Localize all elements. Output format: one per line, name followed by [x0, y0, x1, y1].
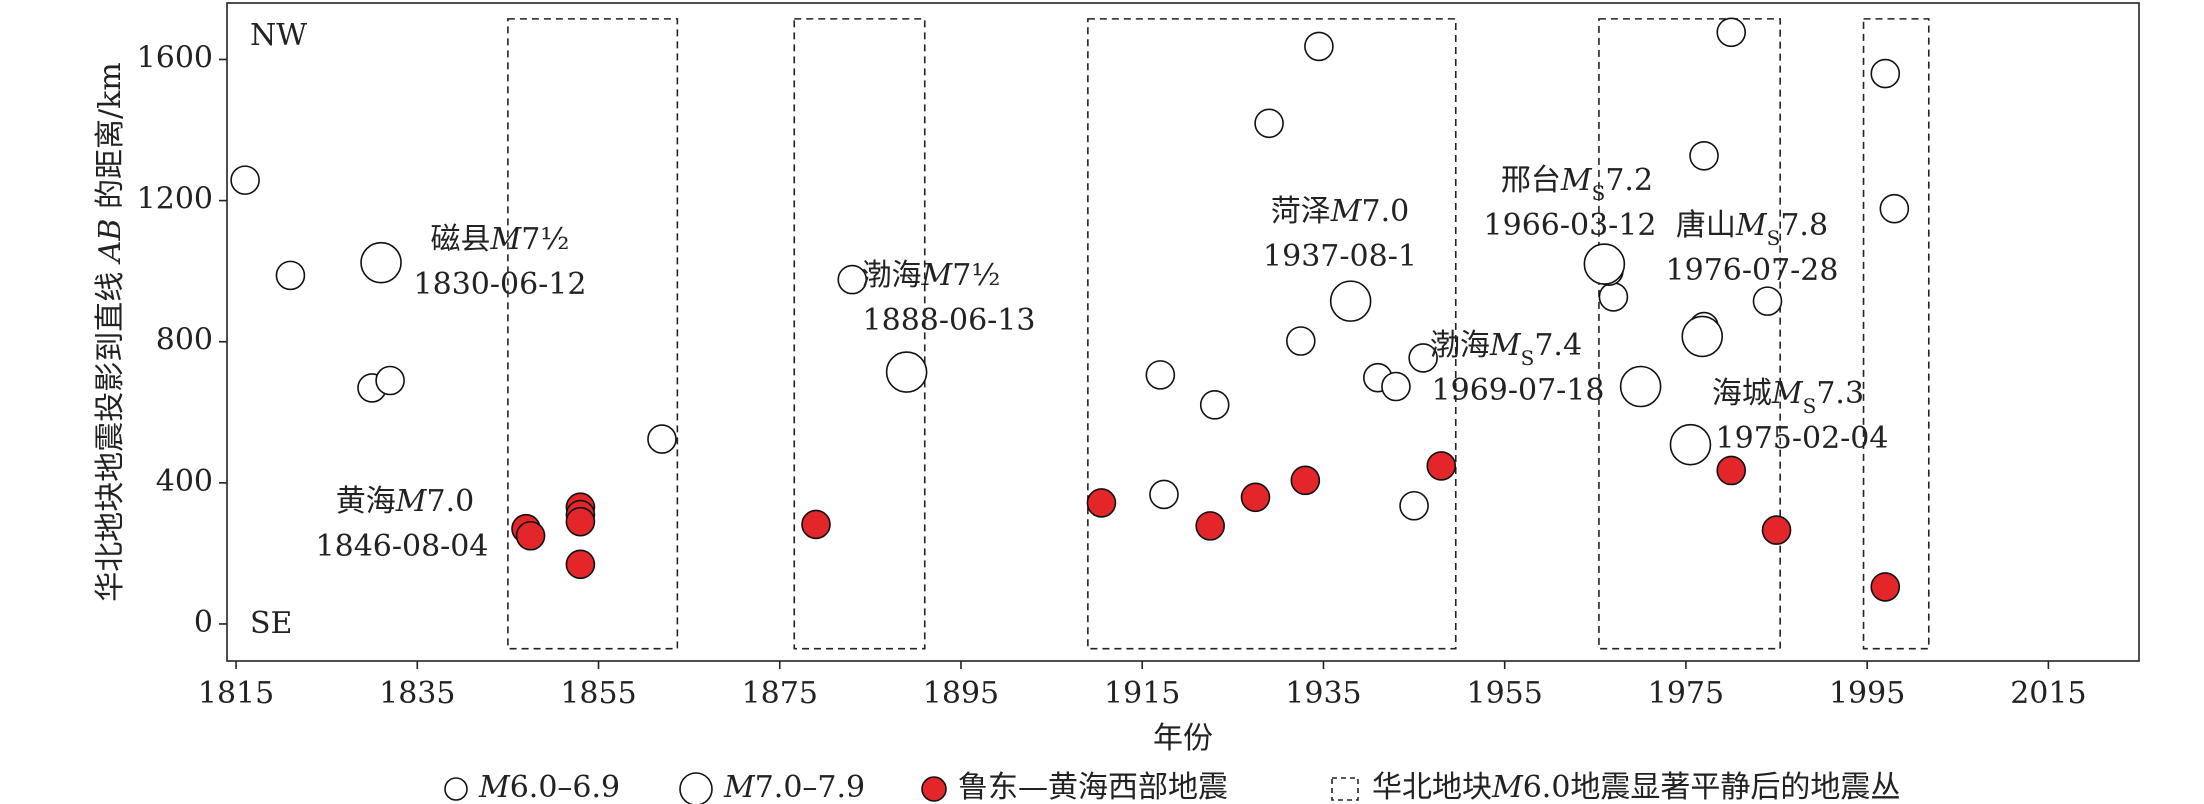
- point: [1399, 490, 1429, 521]
- point: [565, 549, 596, 580]
- point: [1381, 371, 1411, 402]
- annotation-label: 菏泽M7.0: [1271, 194, 1409, 229]
- annotation-date: 1976-07-28: [1666, 253, 1839, 288]
- y-tick-label: 0: [194, 605, 213, 640]
- legend-marker: [444, 777, 468, 801]
- cluster-box: [1598, 18, 1781, 650]
- x-tick-label: 1995: [1829, 676, 1905, 711]
- cluster-box: [507, 18, 679, 650]
- point: [1199, 390, 1230, 420]
- point: [1870, 572, 1901, 602]
- point: [837, 264, 868, 295]
- y-axis-label: 华北地块地震投影到直线 AB 的距离/km: [93, 62, 128, 602]
- x-tick-label: 1895: [923, 676, 999, 711]
- cluster-box: [1087, 18, 1457, 650]
- x-tick-label: 2015: [2010, 676, 2086, 711]
- point: [1086, 488, 1117, 518]
- point: [375, 365, 405, 396]
- x-tick-label: 1835: [379, 676, 455, 711]
- point: [1195, 511, 1225, 541]
- point: [1408, 343, 1438, 373]
- point: [1583, 243, 1626, 285]
- point: [1669, 423, 1712, 466]
- legend-marker: [679, 772, 713, 804]
- x-tick-label: 1875: [742, 676, 818, 711]
- annotation-date: 1830-06-12: [414, 267, 587, 302]
- x-tick-label: 1815: [198, 676, 274, 711]
- point: [515, 520, 546, 551]
- corner-label: SE: [250, 606, 292, 641]
- x-tick-label: 1935: [1285, 676, 1361, 711]
- x-tick-label: 1915: [1104, 676, 1180, 711]
- point: [1254, 108, 1284, 139]
- cluster-box: [1862, 18, 1930, 650]
- point: [1619, 365, 1662, 408]
- point: [1752, 286, 1783, 316]
- y-tick-label: 800: [156, 323, 213, 358]
- point: [1145, 360, 1176, 390]
- point: [1879, 193, 1910, 224]
- annotation-date: 1888-06-13: [863, 303, 1036, 338]
- point: [1716, 455, 1747, 486]
- legend-marker: [921, 776, 947, 802]
- y-tick-label: 1200: [137, 182, 213, 217]
- point: [275, 260, 306, 291]
- annotation-date: 1846-08-04: [316, 529, 489, 564]
- annotation-label: 黄海M7.0: [336, 484, 474, 519]
- point: [1240, 482, 1271, 513]
- x-tick-label: 1855: [560, 676, 636, 711]
- point: [1689, 140, 1719, 171]
- x-tick-label: 1975: [1648, 676, 1724, 711]
- point: [1329, 280, 1372, 322]
- annotation-label: 唐山MS​7.8: [1676, 208, 1828, 250]
- point: [1149, 479, 1179, 510]
- point: [647, 424, 677, 454]
- point: [885, 351, 928, 393]
- annotation-label: 渤海MS​7.4: [1430, 328, 1582, 370]
- legend-label: 鲁东—黄海西部地震: [958, 770, 1228, 804]
- annotation-label: 海城MS​7.3: [1712, 376, 1864, 418]
- point: [1598, 282, 1629, 312]
- point: [1870, 58, 1901, 89]
- y-tick-label: 1600: [137, 40, 213, 75]
- legend-label: 华北地块M6.0地震显著平静后的地震丛: [1372, 770, 1900, 804]
- legend-label: M6.0–6.9: [478, 770, 620, 804]
- legend-label: M7.0–7.9: [723, 770, 865, 804]
- annotation-date: 1969-07-18: [1432, 373, 1605, 408]
- cluster-box: [793, 18, 926, 650]
- annotation-label: 邢台MS​7.2: [1501, 163, 1653, 205]
- annotation-label: 渤海M7½: [862, 258, 1001, 293]
- annotation-date: 1966-03-12: [1484, 208, 1657, 243]
- point: [1286, 326, 1316, 356]
- point: [565, 506, 596, 537]
- point: [1716, 17, 1747, 48]
- legend-marker: [1331, 777, 1359, 801]
- point: [1426, 451, 1457, 481]
- point: [230, 165, 260, 195]
- point: [1304, 31, 1334, 62]
- point: [801, 509, 831, 540]
- point: [1761, 515, 1792, 545]
- point: [1290, 465, 1321, 496]
- point: [1681, 315, 1724, 358]
- corner-label: NW: [250, 18, 307, 53]
- y-tick-label: 400: [156, 464, 213, 499]
- plot-frame: [226, 2, 2140, 662]
- annotation-label: 磁县M7½: [431, 222, 570, 257]
- annotation-date: 1975-02-04: [1716, 421, 1889, 456]
- x-axis-label: 年份: [1153, 721, 1213, 756]
- point: [360, 241, 402, 284]
- x-tick-label: 1955: [1467, 676, 1543, 711]
- annotation-date: 1937-08-1: [1263, 239, 1417, 274]
